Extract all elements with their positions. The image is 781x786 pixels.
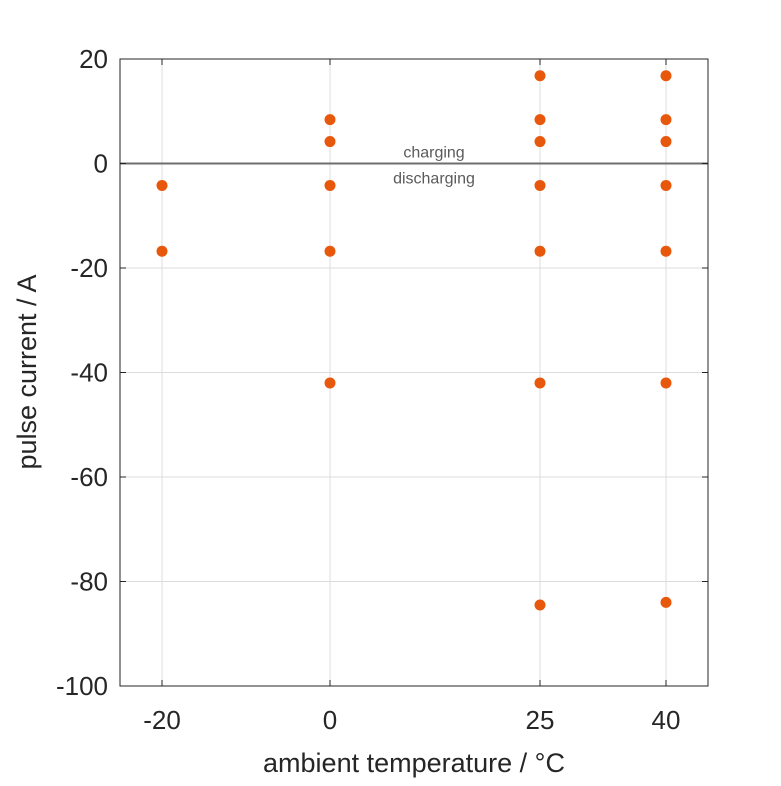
data-point [324, 245, 336, 257]
y-tick-labels: 20 0 -20 -40 -60 -80 -100 [56, 44, 708, 701]
y-tick-label: -80 [70, 567, 108, 597]
data-point [660, 596, 672, 608]
data-point [156, 245, 168, 257]
annotation-charging: charging [403, 145, 464, 162]
data-point [324, 114, 336, 126]
data-point [156, 179, 168, 191]
data-point [324, 377, 336, 389]
x-axis-label: ambient temperature / °C [263, 748, 565, 778]
x-tick-labels: -20 0 25 40 [143, 59, 680, 735]
data-point [324, 179, 336, 191]
data-point [534, 179, 546, 191]
y-tick-label: 0 [94, 149, 108, 179]
data-point [534, 245, 546, 257]
x-tick-label: -20 [143, 705, 181, 735]
data-point [660, 179, 672, 191]
y-tick-label: -60 [70, 462, 108, 492]
data-point [534, 136, 546, 148]
data-point [660, 377, 672, 389]
data-point [534, 377, 546, 389]
data-point [324, 136, 336, 148]
data-point [534, 114, 546, 126]
y-axis-label: pulse current / A [12, 274, 42, 469]
data-points [156, 70, 672, 611]
data-point [534, 599, 546, 611]
y-tick-label: -40 [70, 358, 108, 388]
y-tick-label: 20 [79, 44, 108, 74]
data-point [660, 114, 672, 126]
data-point [660, 245, 672, 257]
annotation-discharging: discharging [393, 171, 475, 188]
y-tick-label: -100 [56, 671, 108, 701]
x-tick-label: 40 [652, 705, 681, 735]
x-tick-label: 25 [526, 705, 555, 735]
data-point [660, 136, 672, 148]
data-point [534, 70, 546, 82]
data-point [660, 70, 672, 82]
x-tick-label: 0 [323, 705, 337, 735]
y-tick-label: -20 [70, 253, 108, 283]
